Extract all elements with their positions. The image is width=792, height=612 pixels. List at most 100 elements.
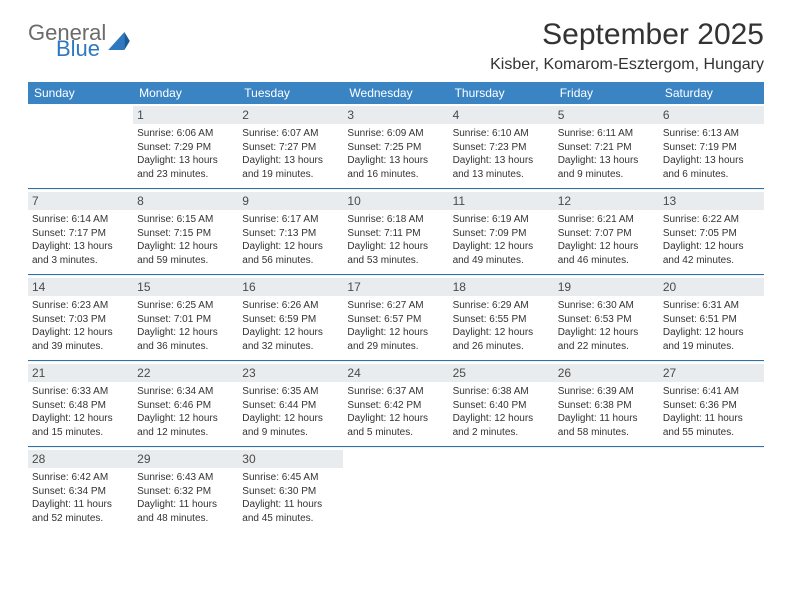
day-cell: 17Sunrise: 6:27 AMSunset: 6:57 PMDayligh… [343, 276, 448, 360]
day-number: 7 [28, 192, 133, 210]
daylight-text: and 55 minutes. [663, 426, 760, 440]
sunset-text: Sunset: 6:32 PM [137, 485, 234, 499]
sunrise-text: Sunrise: 6:22 AM [663, 213, 760, 227]
sunrise-text: Sunrise: 6:35 AM [242, 385, 339, 399]
weekday-header: Saturday [659, 82, 764, 104]
daylight-text: Daylight: 13 hours [32, 240, 129, 254]
daylight-text: Daylight: 13 hours [453, 154, 550, 168]
daylight-text: and 46 minutes. [558, 254, 655, 268]
daylight-text: Daylight: 12 hours [453, 412, 550, 426]
day-cell: 26Sunrise: 6:39 AMSunset: 6:38 PMDayligh… [554, 362, 659, 446]
sunset-text: Sunset: 7:21 PM [558, 141, 655, 155]
day-number: 23 [238, 364, 343, 382]
day-cell: 12Sunrise: 6:21 AMSunset: 7:07 PMDayligh… [554, 190, 659, 274]
day-number: 10 [343, 192, 448, 210]
weekday-header: Thursday [449, 82, 554, 104]
calendar-head: Sunday Monday Tuesday Wednesday Thursday… [28, 82, 764, 104]
daylight-text: Daylight: 11 hours [558, 412, 655, 426]
day-number: 28 [28, 450, 133, 468]
day-cell: 24Sunrise: 6:37 AMSunset: 6:42 PMDayligh… [343, 362, 448, 446]
sunrise-text: Sunrise: 6:21 AM [558, 213, 655, 227]
sunrise-text: Sunrise: 6:26 AM [242, 299, 339, 313]
day-cell: 29Sunrise: 6:43 AMSunset: 6:32 PMDayligh… [133, 448, 238, 532]
sunrise-text: Sunrise: 6:18 AM [347, 213, 444, 227]
week-row: 1Sunrise: 6:06 AMSunset: 7:29 PMDaylight… [28, 104, 764, 188]
sunrise-text: Sunrise: 6:17 AM [242, 213, 339, 227]
sunset-text: Sunset: 6:48 PM [32, 399, 129, 413]
day-cell: 6Sunrise: 6:13 AMSunset: 7:19 PMDaylight… [659, 104, 764, 188]
daylight-text: and 23 minutes. [137, 168, 234, 182]
sunset-text: Sunset: 6:55 PM [453, 313, 550, 327]
day-number: 15 [133, 278, 238, 296]
sunset-text: Sunset: 6:51 PM [663, 313, 760, 327]
weekday-header: Friday [554, 82, 659, 104]
month-title: September 2025 [490, 18, 764, 52]
day-number: 11 [449, 192, 554, 210]
sunset-text: Sunset: 7:27 PM [242, 141, 339, 155]
daylight-text: Daylight: 12 hours [137, 412, 234, 426]
daylight-text: and 29 minutes. [347, 340, 444, 354]
daylight-text: Daylight: 12 hours [453, 240, 550, 254]
logo-triangle-icon [108, 32, 130, 50]
sunset-text: Sunset: 7:15 PM [137, 227, 234, 241]
daylight-text: and 52 minutes. [32, 512, 129, 526]
weekday-header: Sunday [28, 82, 133, 104]
daylight-text: Daylight: 11 hours [242, 498, 339, 512]
day-cell: 2Sunrise: 6:07 AMSunset: 7:27 PMDaylight… [238, 104, 343, 188]
daylight-text: Daylight: 12 hours [663, 326, 760, 340]
day-number: 16 [238, 278, 343, 296]
daylight-text: and 45 minutes. [242, 512, 339, 526]
daylight-text: Daylight: 12 hours [137, 240, 234, 254]
day-number: 14 [28, 278, 133, 296]
daylight-text: and 19 minutes. [242, 168, 339, 182]
sunrise-text: Sunrise: 6:30 AM [558, 299, 655, 313]
day-cell: 3Sunrise: 6:09 AMSunset: 7:25 PMDaylight… [343, 104, 448, 188]
day-number: 3 [343, 106, 448, 124]
sunrise-text: Sunrise: 6:23 AM [32, 299, 129, 313]
daylight-text: and 2 minutes. [453, 426, 550, 440]
sunset-text: Sunset: 7:09 PM [453, 227, 550, 241]
title-block: September 2025 Kisber, Komarom-Esztergom… [490, 18, 764, 74]
day-cell: 9Sunrise: 6:17 AMSunset: 7:13 PMDaylight… [238, 190, 343, 274]
sunset-text: Sunset: 6:40 PM [453, 399, 550, 413]
day-number: 17 [343, 278, 448, 296]
weekday-header: Monday [133, 82, 238, 104]
sunset-text: Sunset: 7:25 PM [347, 141, 444, 155]
day-cell: 10Sunrise: 6:18 AMSunset: 7:11 PMDayligh… [343, 190, 448, 274]
sunset-text: Sunset: 7:01 PM [137, 313, 234, 327]
sunset-text: Sunset: 7:05 PM [663, 227, 760, 241]
sunset-text: Sunset: 6:44 PM [242, 399, 339, 413]
daylight-text: Daylight: 11 hours [663, 412, 760, 426]
day-cell: 7Sunrise: 6:14 AMSunset: 7:17 PMDaylight… [28, 190, 133, 274]
day-cell [449, 448, 554, 532]
day-number: 27 [659, 364, 764, 382]
day-number: 24 [343, 364, 448, 382]
sunset-text: Sunset: 7:19 PM [663, 141, 760, 155]
sunrise-text: Sunrise: 6:27 AM [347, 299, 444, 313]
daylight-text: Daylight: 13 hours [137, 154, 234, 168]
daylight-text: and 59 minutes. [137, 254, 234, 268]
weekday-row: Sunday Monday Tuesday Wednesday Thursday… [28, 82, 764, 104]
sunrise-text: Sunrise: 6:33 AM [32, 385, 129, 399]
daylight-text: Daylight: 12 hours [453, 326, 550, 340]
sunrise-text: Sunrise: 6:45 AM [242, 471, 339, 485]
day-number: 1 [133, 106, 238, 124]
day-cell: 21Sunrise: 6:33 AMSunset: 6:48 PMDayligh… [28, 362, 133, 446]
sunrise-text: Sunrise: 6:14 AM [32, 213, 129, 227]
sunset-text: Sunset: 6:59 PM [242, 313, 339, 327]
daylight-text: Daylight: 12 hours [347, 412, 444, 426]
day-number: 9 [238, 192, 343, 210]
daylight-text: and 13 minutes. [453, 168, 550, 182]
sunrise-text: Sunrise: 6:37 AM [347, 385, 444, 399]
daylight-text: Daylight: 12 hours [242, 326, 339, 340]
sunrise-text: Sunrise: 6:38 AM [453, 385, 550, 399]
sunrise-text: Sunrise: 6:39 AM [558, 385, 655, 399]
sunrise-text: Sunrise: 6:10 AM [453, 127, 550, 141]
daylight-text: Daylight: 12 hours [242, 412, 339, 426]
daylight-text: and 16 minutes. [347, 168, 444, 182]
calendar-table: Sunday Monday Tuesday Wednesday Thursday… [28, 82, 764, 532]
day-number: 18 [449, 278, 554, 296]
day-cell: 20Sunrise: 6:31 AMSunset: 6:51 PMDayligh… [659, 276, 764, 360]
sunset-text: Sunset: 7:03 PM [32, 313, 129, 327]
day-number: 29 [133, 450, 238, 468]
